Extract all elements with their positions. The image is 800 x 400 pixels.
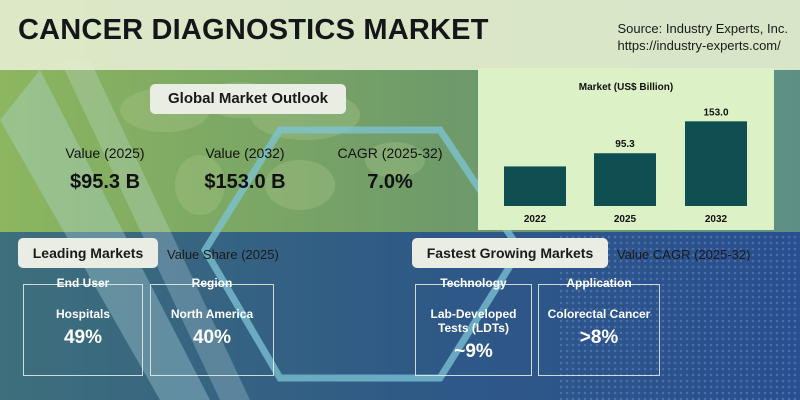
market-chart-panel: Market (US$ Billion) 2022 95.3 2025 153.0 203… [478, 68, 774, 230]
card-value: >8% [579, 327, 619, 348]
kpi-value-2032: Value (2032) $153.0 B [180, 145, 310, 194]
x-tick-2032: 2032 [705, 214, 728, 225]
technology-card: Technology Lab-Developed Tests (LDTs) ~9… [415, 276, 532, 376]
leading-markets-subtitle: Value Share (2025) [167, 247, 279, 262]
kpi-value-2025: Value (2025) $95.3 B [40, 145, 170, 194]
x-tick-2022: 2022 [524, 214, 547, 225]
end-user-card: End User Hospitals 49% [23, 276, 143, 376]
card-value: ~9% [454, 341, 493, 362]
card-header: Technology [440, 276, 507, 290]
source-line: Source: Industry Experts, Inc. [617, 21, 788, 36]
card-header: Region [191, 276, 233, 290]
kpi-cagr: CAGR (2025-32) 7.0% [320, 145, 460, 194]
application-card: Application Colorectal Cancer >8% [538, 276, 660, 376]
bar-2032 [685, 121, 747, 206]
bar-2022 [504, 166, 566, 206]
chart-title: Market (US$ Billion) [579, 82, 673, 93]
header-band: CANCER DIAGNOSTICS MARKET Source: Indust… [0, 0, 800, 70]
card-header: End User [56, 276, 110, 290]
card-name: Hospitals [55, 307, 110, 321]
outlook-heading: Global Market Outlook [150, 84, 346, 114]
kpi-value: 7.0% [367, 171, 413, 193]
card-name-line2: Tests (LDTs) [438, 321, 509, 335]
kpi-label: CAGR (2025-32) [337, 145, 443, 161]
data-label-2032: 153.0 [703, 107, 728, 118]
card-name: Colorectal Cancer [547, 307, 651, 321]
data-label-2025: 95.3 [615, 139, 635, 150]
kpi-value: $95.3 B [69, 171, 141, 193]
fastest-markets-subtitle: Value CAGR (2025-32) [617, 247, 751, 262]
page-title: CANCER DIAGNOSTICS MARKET [18, 14, 489, 46]
source-url: https://industry-experts.com/ [617, 38, 781, 53]
card-value: 49% [63, 327, 103, 348]
leading-markets-heading: Leading Markets [18, 238, 158, 268]
fastest-markets-heading: Fastest Growing Markets [412, 238, 608, 268]
x-tick-2025: 2025 [614, 214, 637, 225]
kpi-label: Value (2032) [205, 145, 285, 161]
source-note: Source: Industry Experts, Inc. https://i… [617, 20, 788, 54]
market-bar-chart: Market (US$ Billion) 2022 95.3 2025 153.0 203… [504, 82, 747, 225]
kpi-label: Value (2025) [65, 145, 145, 161]
card-header: Application [566, 276, 632, 290]
kpi-value: $153.0 B [204, 171, 286, 193]
card-name: North America [170, 307, 254, 321]
region-card: Region North America 40% [150, 276, 274, 376]
card-name-line1: Lab-Developed [430, 307, 517, 321]
bar-2025 [594, 153, 656, 206]
card-value: 40% [192, 327, 232, 348]
